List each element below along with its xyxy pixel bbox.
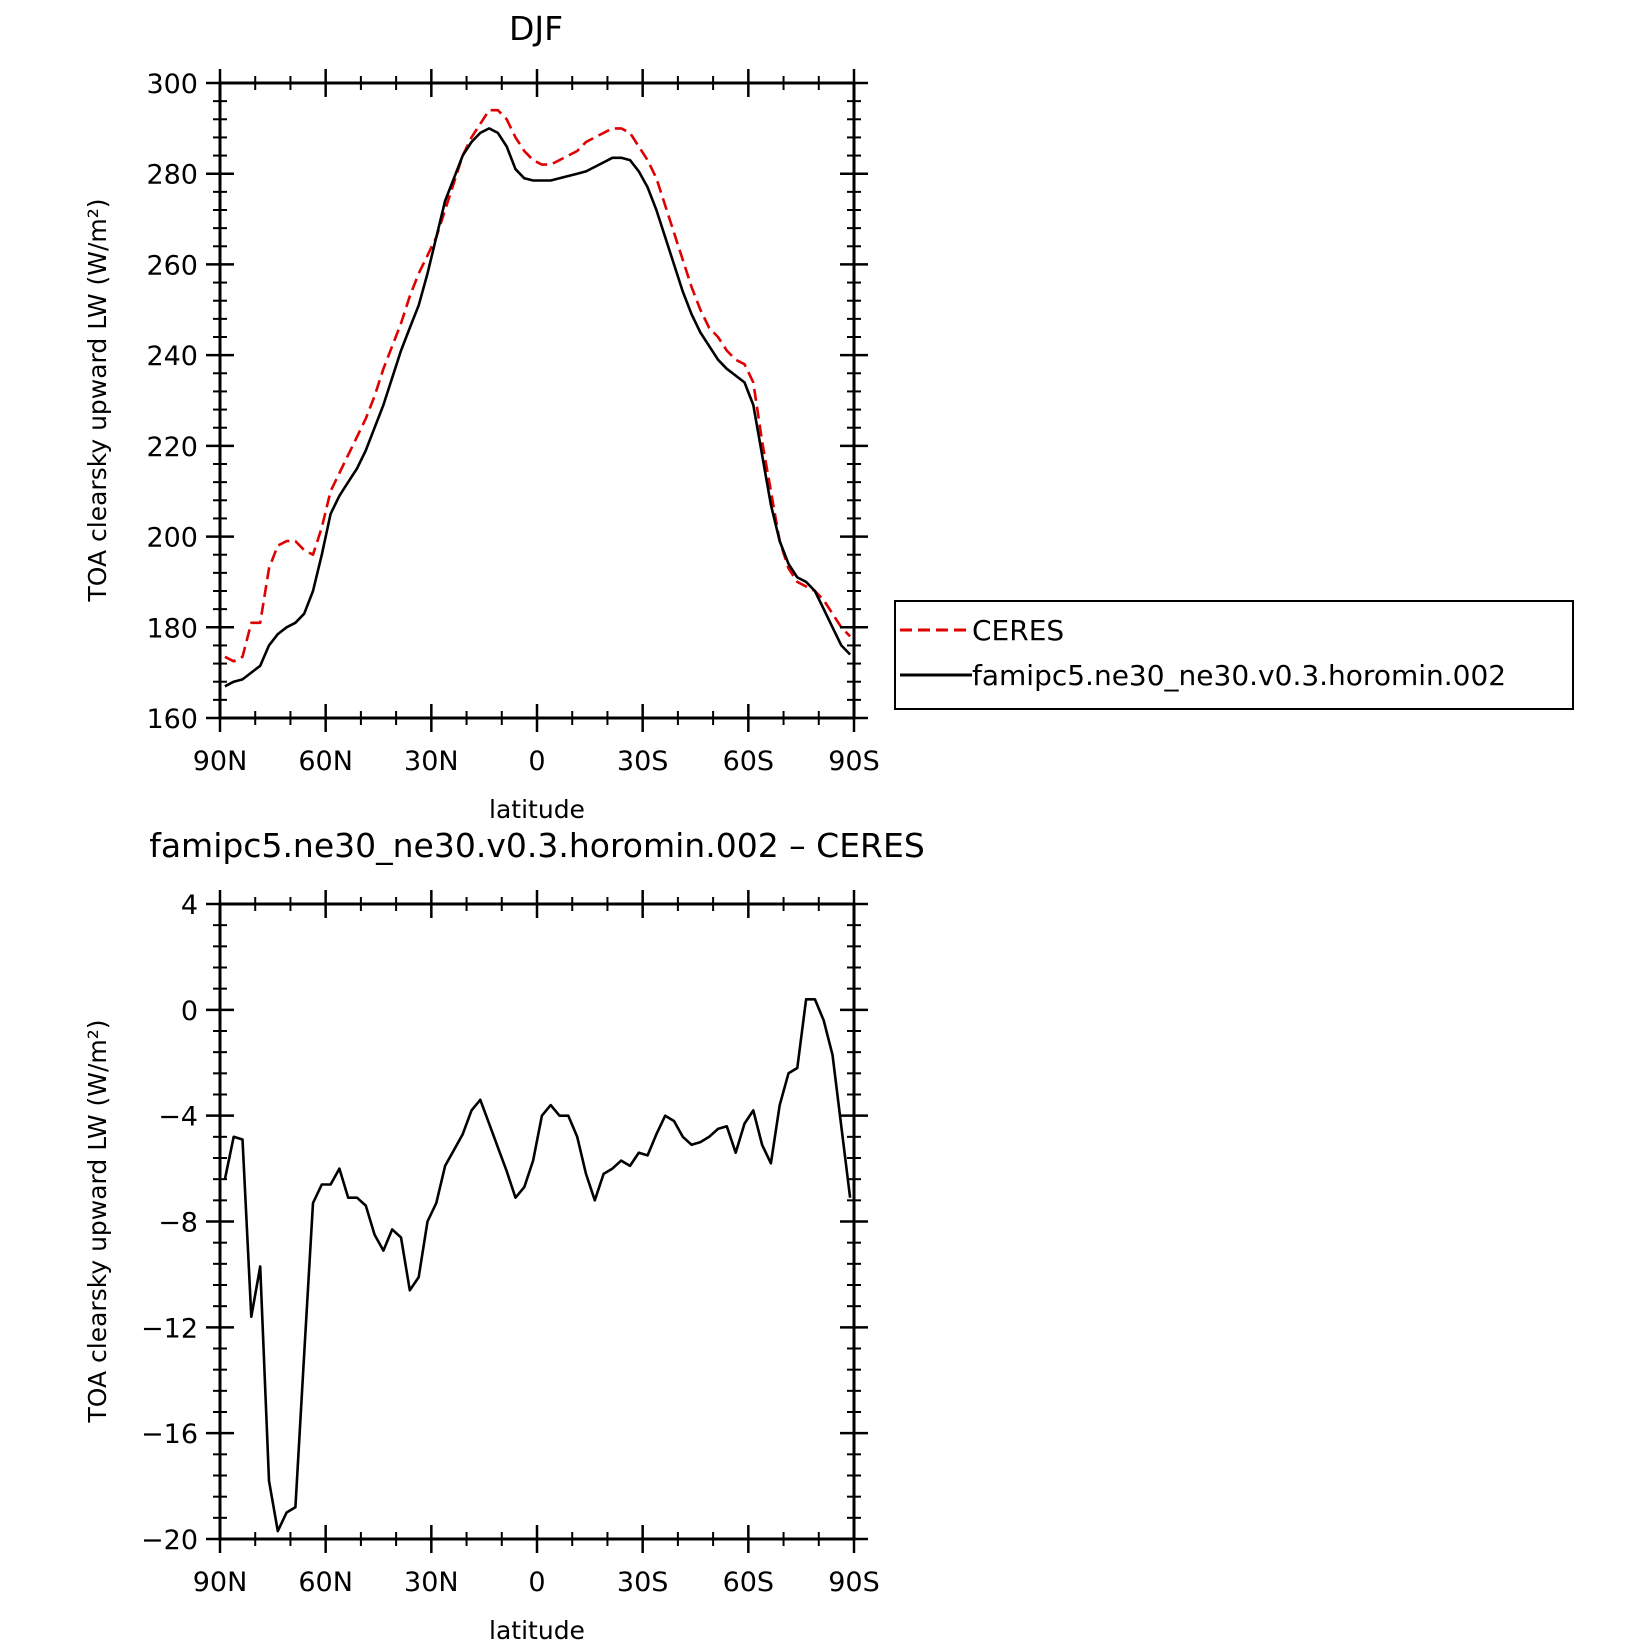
legend-label-ceres: CERES xyxy=(972,614,1064,647)
difference-panel: famipc5.ne30_ne30.v0.3.horomin.002 – CER… xyxy=(83,826,925,1645)
x-tick-label: 60N xyxy=(298,1567,353,1598)
y-tick-label: −20 xyxy=(141,1525,198,1556)
ceres-series-line xyxy=(224,108,852,663)
bottom-x-axis-title: latitude xyxy=(489,1616,585,1645)
legend-label-model: famipc5.ne30_ne30.v0.3.horomin.002 xyxy=(972,659,1506,692)
x-tick-label: 60S xyxy=(723,746,775,777)
bottom-chart-title: famipc5.ne30_ne30.v0.3.horomin.002 – CER… xyxy=(149,826,925,865)
legend: CERES famipc5.ne30_ne30.v0.3.horomin.002 xyxy=(894,600,1574,710)
top-y-axis-title: TOA clearsky upward LW (W/m²) xyxy=(83,198,112,602)
y-tick-label: −4 xyxy=(158,1102,198,1133)
x-tick-label: 90S xyxy=(828,746,880,777)
y-tick-label: 0 xyxy=(181,996,198,1027)
x-tick-label: 30N xyxy=(404,1567,459,1598)
difference-series-line xyxy=(223,997,852,1533)
x-tick-label: 60S xyxy=(723,1567,775,1598)
x-tick-label: 0 xyxy=(528,1567,545,1598)
y-tick-label: 280 xyxy=(146,160,198,191)
top-x-axis-title: latitude xyxy=(489,795,585,824)
x-tick-label: 30S xyxy=(617,1567,669,1598)
x-tick-label: 90N xyxy=(193,1567,248,1598)
top-chart-title: DJF xyxy=(509,9,563,48)
y-tick-label: 240 xyxy=(146,341,198,372)
x-tick-label: 0 xyxy=(528,746,545,777)
y-tick-label: 180 xyxy=(146,613,198,644)
bottom-plot-frame xyxy=(218,902,856,1541)
zonal-mean-panel: DJF 160 180 200 220 240 260 280 300 90N 60N 30N 0 3… xyxy=(83,9,1574,824)
y-tick-label: −8 xyxy=(158,1208,198,1239)
y-tick-label: 200 xyxy=(146,523,198,554)
y-tick-label: 260 xyxy=(146,250,198,281)
x-tick-label: 30S xyxy=(617,746,669,777)
x-tick-label: 30N xyxy=(404,746,459,777)
y-tick-label: 220 xyxy=(146,432,198,463)
y-tick-label: 300 xyxy=(146,69,198,100)
y-tick-label: 160 xyxy=(146,704,198,735)
y-tick-label: −16 xyxy=(141,1419,198,1450)
y-tick-label: −12 xyxy=(141,1313,198,1344)
top-plot-frame xyxy=(218,81,856,720)
legend-box xyxy=(894,600,1574,710)
model-series-line xyxy=(224,127,852,688)
x-tick-label: 90N xyxy=(193,746,248,777)
x-tick-label: 90S xyxy=(828,1567,880,1598)
x-tick-label: 60N xyxy=(298,746,353,777)
bottom-y-axis-title: TOA clearsky upward LW (W/m²) xyxy=(83,1019,112,1423)
y-tick-label: 4 xyxy=(181,890,198,921)
